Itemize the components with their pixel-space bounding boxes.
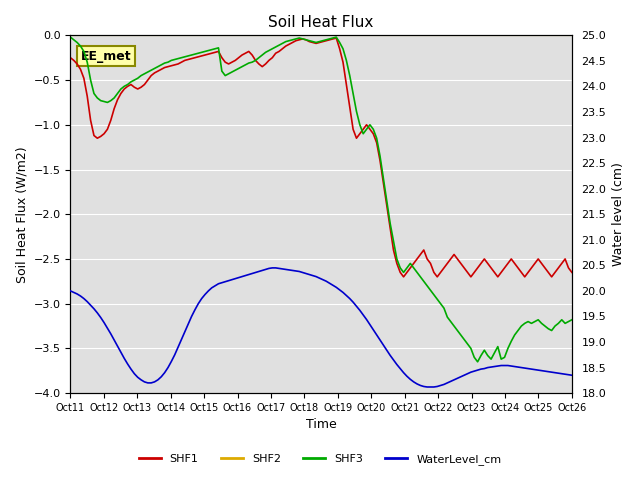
Title: Soil Heat Flux: Soil Heat Flux	[268, 15, 374, 30]
X-axis label: Time: Time	[306, 419, 337, 432]
Y-axis label: Soil Heat Flux (W/m2): Soil Heat Flux (W/m2)	[15, 146, 28, 283]
Text: EE_met: EE_met	[81, 49, 131, 63]
Y-axis label: Water level (cm): Water level (cm)	[612, 162, 625, 266]
Legend: SHF1, SHF2, SHF3, WaterLevel_cm: SHF1, SHF2, SHF3, WaterLevel_cm	[134, 450, 506, 469]
